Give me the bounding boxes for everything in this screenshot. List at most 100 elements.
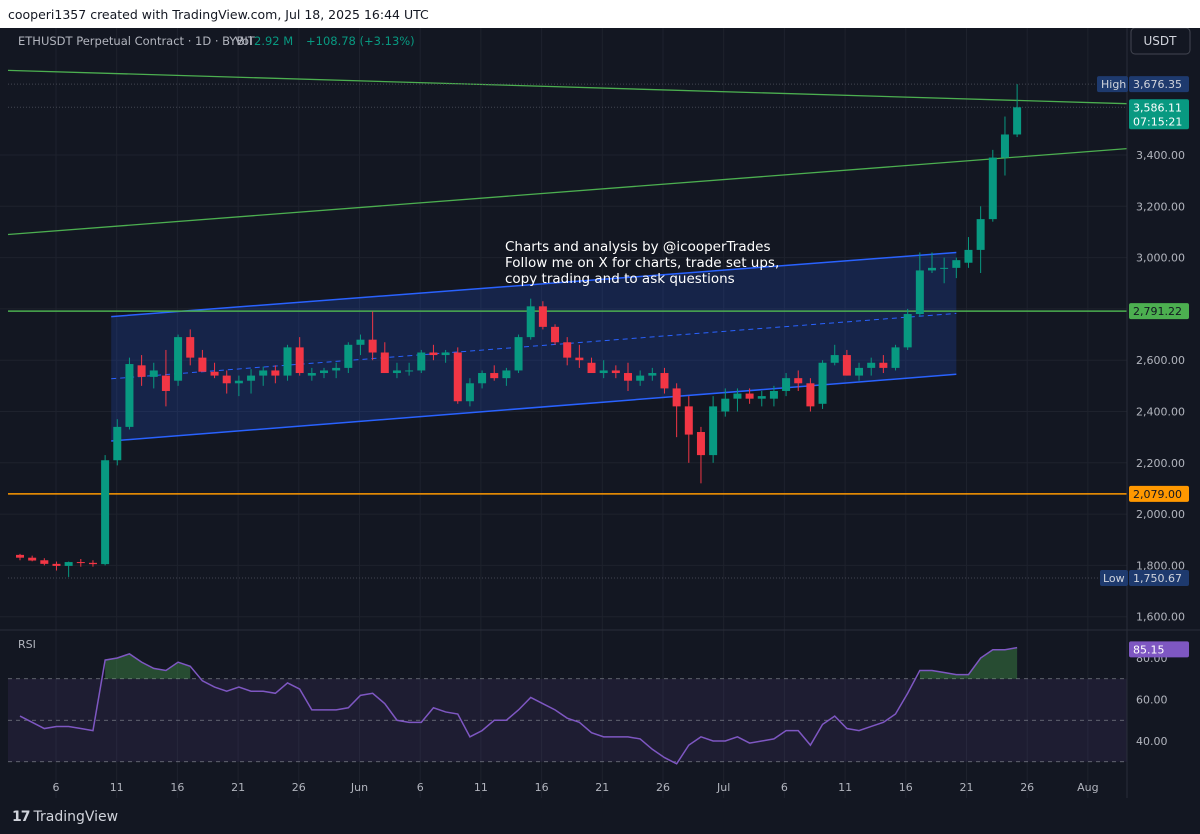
candle[interactable]	[295, 337, 304, 376]
candle[interactable]	[879, 355, 888, 374]
candle[interactable]	[52, 561, 61, 571]
candle[interactable]	[344, 342, 353, 374]
candle[interactable]	[210, 362, 219, 379]
candle[interactable]	[538, 301, 547, 330]
candle[interactable]	[855, 362, 864, 381]
candle[interactable]	[429, 344, 438, 361]
rsi-pane[interactable]: RSI	[0, 629, 1200, 765]
candle[interactable]	[636, 370, 645, 386]
currency-button-label[interactable]: USDT	[1144, 34, 1178, 48]
candle[interactable]	[928, 252, 936, 273]
candle[interactable]	[721, 388, 730, 417]
candle[interactable]	[125, 357, 134, 430]
candle[interactable]	[563, 337, 572, 366]
candle[interactable]	[283, 344, 292, 381]
candle[interactable]	[392, 362, 401, 379]
candle[interactable]	[271, 365, 280, 384]
candle[interactable]	[611, 365, 620, 379]
candle[interactable]	[551, 324, 560, 345]
candle[interactable]	[465, 378, 474, 407]
candle[interactable]	[988, 149, 997, 222]
candle[interactable]	[794, 370, 803, 391]
candle[interactable]	[733, 388, 742, 412]
candle[interactable]	[417, 349, 426, 374]
candle[interactable]	[624, 362, 632, 391]
candle[interactable]	[28, 555, 37, 562]
candle[interactable]	[1000, 116, 1009, 176]
candle[interactable]	[149, 362, 158, 389]
low-tag-label: Low	[1103, 572, 1125, 585]
candle[interactable]	[356, 334, 365, 356]
candle[interactable]	[830, 344, 839, 366]
candle[interactable]	[490, 365, 499, 381]
candle[interactable]	[818, 360, 827, 409]
candle[interactable]	[599, 360, 608, 379]
candle[interactable]	[64, 561, 73, 577]
channel-upper-line	[111, 251, 957, 318]
candle[interactable]	[332, 362, 341, 379]
candle[interactable]	[320, 367, 328, 379]
candle[interactable]	[684, 396, 693, 463]
candle[interactable]	[16, 553, 24, 561]
candle[interactable]	[441, 349, 450, 363]
candle[interactable]	[903, 308, 912, 350]
candle[interactable]	[113, 419, 122, 466]
candle[interactable]	[161, 349, 170, 407]
candle[interactable]	[453, 347, 462, 404]
candle-body	[368, 339, 377, 353]
high-tag-bg	[1097, 76, 1128, 93]
candle[interactable]	[198, 349, 207, 372]
candle[interactable]	[368, 311, 377, 361]
candle-body	[380, 352, 389, 374]
time-tick-label: 11	[110, 781, 124, 794]
candle-body	[210, 371, 219, 376]
candle[interactable]	[137, 355, 146, 386]
candle[interactable]	[575, 344, 584, 368]
candle[interactable]	[1013, 84, 1022, 138]
candle[interactable]	[842, 349, 851, 376]
candle[interactable]	[222, 370, 231, 394]
candle[interactable]	[964, 237, 973, 268]
candle[interactable]	[745, 388, 754, 404]
candle[interactable]	[672, 383, 681, 438]
candle[interactable]	[174, 334, 183, 386]
candle[interactable]	[940, 257, 949, 284]
candle[interactable]	[247, 369, 256, 394]
candle[interactable]	[769, 385, 778, 407]
rsi-line[interactable]	[19, 646, 1018, 765]
candle[interactable]	[405, 362, 414, 376]
candle[interactable]	[587, 357, 596, 374]
candles[interactable]	[16, 84, 1022, 577]
candle[interactable]	[709, 396, 718, 463]
candle[interactable]	[88, 560, 97, 567]
candle[interactable]	[186, 329, 195, 366]
candle-body	[551, 326, 560, 343]
candle[interactable]	[952, 257, 961, 279]
candle[interactable]	[478, 370, 487, 389]
candle[interactable]	[76, 558, 85, 567]
candle[interactable]	[101, 455, 110, 566]
chart-canvas[interactable]: RSI 3,400.00 3,200.00 3,000.00 2,600.00 2,40…	[0, 28, 1200, 802]
candle[interactable]	[696, 426, 705, 484]
candle[interactable]	[380, 342, 389, 374]
candle[interactable]	[40, 558, 49, 566]
candle[interactable]	[782, 373, 791, 397]
channel-lower-line	[111, 373, 957, 442]
candle[interactable]	[526, 298, 535, 340]
candle[interactable]	[660, 367, 669, 394]
candle[interactable]	[976, 206, 985, 273]
currency-button[interactable]	[1130, 28, 1191, 55]
candle[interactable]	[757, 390, 766, 407]
candle[interactable]	[502, 367, 511, 386]
candle[interactable]	[648, 367, 657, 381]
symbol-legend[interactable]: ETHUSDT Perpetual Contract · 1D · BYBIT	[18, 34, 256, 48]
candle[interactable]	[806, 378, 815, 412]
candle[interactable]	[891, 344, 900, 371]
candle[interactable]	[867, 357, 876, 376]
candle[interactable]	[514, 334, 523, 374]
candle[interactable]	[307, 367, 316, 381]
candle[interactable]	[259, 366, 268, 386]
tradingview-brand[interactable]: 17 TradingView	[12, 809, 118, 825]
candle[interactable]	[234, 375, 243, 397]
candle[interactable]	[915, 252, 924, 317]
